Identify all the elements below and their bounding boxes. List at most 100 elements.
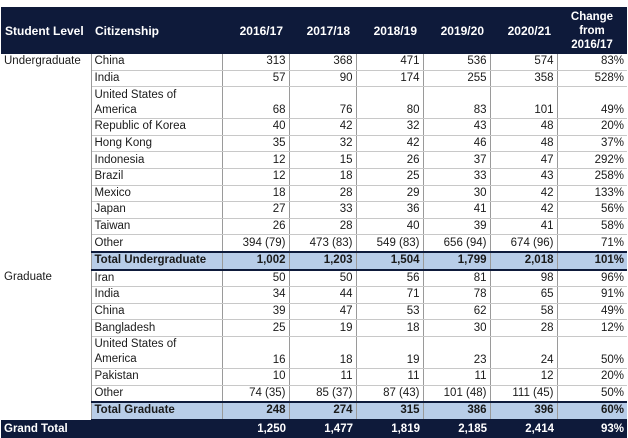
year-value-cell: 39 xyxy=(222,303,290,321)
year-value-cell: 674 (96) xyxy=(490,234,558,253)
year-value-cell: 80 xyxy=(356,86,424,120)
total-value-cell: 2,018 xyxy=(490,250,558,271)
change-value-cell: 50% xyxy=(557,385,627,403)
table-row: Taiwan 26 28 40 39 41 58% xyxy=(1,218,627,236)
grand-total-row: Grand Total 1,250 1,477 1,819 2,185 2,414 93% xyxy=(1,419,627,438)
year-value-cell: 313 xyxy=(222,54,290,71)
change-value-cell: 50% xyxy=(557,336,627,369)
total-label: Total Graduate xyxy=(91,401,223,421)
year-value-cell: 12 xyxy=(222,168,290,186)
change-value-cell: 528% xyxy=(557,70,627,88)
year-value-cell: 28 xyxy=(289,218,357,236)
citizenship-cell: Other xyxy=(91,385,223,403)
citizenship-cell: Hong Kong xyxy=(91,135,223,153)
year-value-cell: 81 xyxy=(423,269,491,288)
table-row: India 34 44 71 78 65 91% xyxy=(1,286,627,304)
change-value-cell: 20% xyxy=(557,118,627,136)
year-value-cell: 12 xyxy=(490,368,558,386)
year-value-cell: 47 xyxy=(490,151,558,169)
table-row: United States of America 68 76 80 83 101 49% xyxy=(1,86,627,120)
grand-total-value-cell: 2,414 xyxy=(490,419,557,438)
year-value-cell: 26 xyxy=(222,218,290,236)
citizenship-cell: Indonesia xyxy=(91,151,223,169)
total-value-cell: 396 xyxy=(490,401,558,421)
header-change: Change from 2016/17 xyxy=(557,7,627,54)
change-value-cell: 12% xyxy=(557,319,627,337)
total-value-cell: 248 xyxy=(222,401,290,421)
header-year: 2016/17 xyxy=(222,7,289,54)
table-body: Undergraduate China 313 368 471 536 574 83% Indi… xyxy=(1,54,627,438)
year-value-cell: 255 xyxy=(423,70,491,88)
year-value-cell: 10 xyxy=(222,368,290,386)
table-header: Student Level Citizenship 2016/17 2017/1… xyxy=(1,7,627,54)
header-year: 2019/20 xyxy=(423,7,490,54)
total-value-cell: 1,002 xyxy=(222,250,290,271)
table-row: India 57 90 174 255 358 528% xyxy=(1,70,627,88)
year-value-cell: 62 xyxy=(423,303,491,321)
header-year: 2020/21 xyxy=(490,7,557,54)
total-change-cell: 101% xyxy=(557,250,627,271)
year-value-cell: 65 xyxy=(490,286,558,304)
grand-total-value-cell: 2,185 xyxy=(423,419,490,438)
table-row: Bangladesh 25 19 18 30 28 12% xyxy=(1,319,627,337)
year-value-cell: 57 xyxy=(222,70,290,88)
year-value-cell: 368 xyxy=(289,54,357,71)
year-value-cell: 574 xyxy=(490,54,558,71)
total-change-cell: 60% xyxy=(557,401,627,421)
year-value-cell: 26 xyxy=(356,151,424,169)
year-value-cell: 90 xyxy=(289,70,357,88)
citizenship-cell: Taiwan xyxy=(91,218,223,236)
change-value-cell: 292% xyxy=(557,151,627,169)
year-value-cell: 29 xyxy=(356,185,424,203)
year-value-cell: 68 xyxy=(222,86,290,120)
year-value-cell: 473 (83) xyxy=(289,234,357,253)
citizenship-cell: China xyxy=(91,54,223,71)
year-value-cell: 32 xyxy=(289,135,357,153)
year-value-cell: 25 xyxy=(222,319,290,337)
year-value-cell: 23 xyxy=(423,336,491,369)
header-change-line: 2016/17 xyxy=(571,38,613,51)
year-value-cell: 42 xyxy=(490,185,558,203)
year-value-cell: 394 (79) xyxy=(222,234,290,253)
year-value-cell: 83 xyxy=(423,86,491,120)
year-value-cell: 87 (43) xyxy=(356,385,424,403)
year-value-cell: 101 xyxy=(490,86,558,120)
header-citizenship: Citizenship xyxy=(91,7,222,54)
year-value-cell: 19 xyxy=(289,319,357,337)
year-value-cell: 39 xyxy=(423,218,491,236)
table-row: Pakistan 10 11 11 11 12 20% xyxy=(1,368,627,386)
year-value-cell: 50 xyxy=(289,269,357,288)
change-value-cell: 71% xyxy=(557,234,627,253)
year-value-cell: 18 xyxy=(289,336,357,369)
change-value-cell: 258% xyxy=(557,168,627,186)
year-value-cell: 11 xyxy=(289,368,357,386)
year-value-cell: 47 xyxy=(289,303,357,321)
header-row: Student Level Citizenship 2016/17 2017/1… xyxy=(1,7,627,54)
year-value-cell: 71 xyxy=(356,286,424,304)
year-value-cell: 85 (37) xyxy=(289,385,357,403)
citizenship-cell: Republic of Korea xyxy=(91,118,223,136)
year-value-cell: 40 xyxy=(356,218,424,236)
citizenship-cell: Iran xyxy=(91,269,223,288)
year-value-cell: 471 xyxy=(356,54,424,71)
year-value-cell: 35 xyxy=(222,135,290,153)
table-row: Republic of Korea 40 42 32 43 48 20% xyxy=(1,118,627,136)
citizenship-cell: Bangladesh xyxy=(91,319,223,337)
table-row: Undergraduate China 313 368 471 536 574 83% xyxy=(1,54,627,270)
change-value-cell: 37% xyxy=(557,135,627,153)
change-value-cell: 83% xyxy=(557,54,627,71)
total-row: Total Graduate 248 274 315 386 396 60% xyxy=(1,401,627,421)
header-year: 2018/19 xyxy=(356,7,423,54)
year-value-cell: 12 xyxy=(222,151,290,169)
change-value-cell: 96% xyxy=(557,269,627,288)
year-value-cell: 74 (35) xyxy=(222,385,290,403)
table-row: United States of America 16 18 19 23 24 50% xyxy=(1,336,627,369)
citizenship-cell: India xyxy=(91,286,223,304)
year-value-cell: 18 xyxy=(356,319,424,337)
grand-total-value-cell: 1,250 xyxy=(222,419,289,438)
enrollment-table-container: Student Level Citizenship 2016/17 2017/1… xyxy=(1,7,627,438)
year-value-cell: 33 xyxy=(423,168,491,186)
year-value-cell: 111 (45) xyxy=(490,385,558,403)
citizenship-cell: India xyxy=(91,70,223,88)
year-value-cell: 11 xyxy=(356,368,424,386)
